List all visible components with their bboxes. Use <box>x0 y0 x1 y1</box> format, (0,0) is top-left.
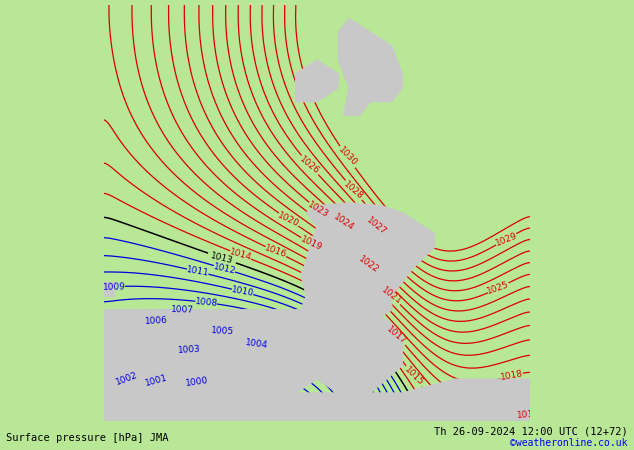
Polygon shape <box>103 282 114 296</box>
Text: 1024: 1024 <box>332 212 356 233</box>
Text: 1019: 1019 <box>299 235 323 253</box>
Text: 1029: 1029 <box>494 231 519 248</box>
Text: 1026: 1026 <box>298 154 321 176</box>
Text: 1013: 1013 <box>210 251 234 265</box>
Polygon shape <box>295 60 339 102</box>
Polygon shape <box>103 379 531 421</box>
Text: 1012: 1012 <box>212 262 236 275</box>
Text: 1030: 1030 <box>336 146 359 168</box>
Text: 1001: 1001 <box>144 374 168 388</box>
Text: 1023: 1023 <box>306 200 330 220</box>
Text: 1003: 1003 <box>178 345 201 355</box>
Text: 1027: 1027 <box>365 216 388 238</box>
Polygon shape <box>339 18 403 116</box>
Text: 1014: 1014 <box>228 248 253 262</box>
Text: 1016: 1016 <box>264 243 288 260</box>
Text: 1009: 1009 <box>103 282 126 292</box>
Text: ©weatheronline.co.uk: ©weatheronline.co.uk <box>510 438 628 448</box>
Polygon shape <box>301 203 434 317</box>
Text: 1016: 1016 <box>517 409 540 419</box>
Polygon shape <box>210 400 253 435</box>
Polygon shape <box>103 310 403 421</box>
Text: 1022: 1022 <box>357 254 380 274</box>
Text: 1021: 1021 <box>380 285 403 306</box>
Polygon shape <box>216 349 226 358</box>
Text: 1004: 1004 <box>245 338 268 350</box>
Text: 1002: 1002 <box>114 371 139 387</box>
Text: 1018: 1018 <box>500 369 524 382</box>
Text: 1007: 1007 <box>171 306 194 315</box>
Text: 1006: 1006 <box>144 316 168 326</box>
Text: 1010: 1010 <box>231 285 255 298</box>
Text: 1015: 1015 <box>403 365 425 387</box>
Text: 1008: 1008 <box>195 297 218 308</box>
Text: Surface pressure [hPa] JMA: Surface pressure [hPa] JMA <box>6 433 169 443</box>
Text: 1011: 1011 <box>186 265 210 278</box>
Text: 1020: 1020 <box>276 211 301 229</box>
Text: 1005: 1005 <box>210 326 234 336</box>
Text: 1017: 1017 <box>385 324 408 346</box>
Text: 1025: 1025 <box>486 280 510 296</box>
Text: 1000: 1000 <box>185 376 209 388</box>
Text: Th 26-09-2024 12:00 UTC (12+72): Th 26-09-2024 12:00 UTC (12+72) <box>434 427 628 436</box>
Text: 1028: 1028 <box>342 179 365 201</box>
